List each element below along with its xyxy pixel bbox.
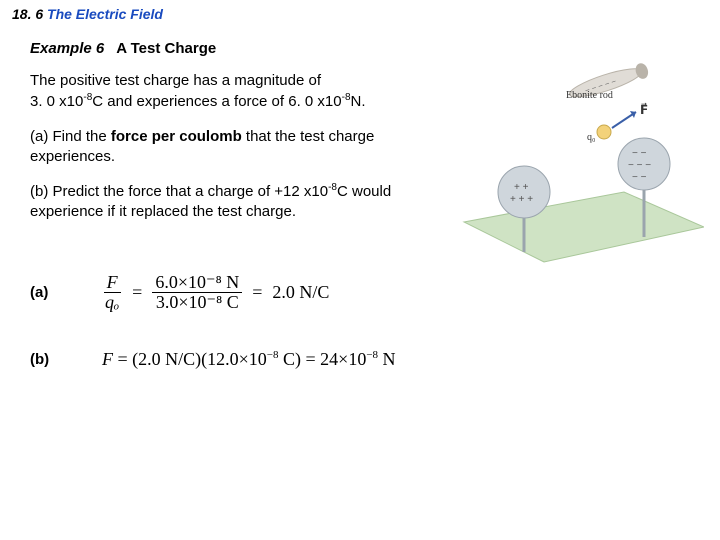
answer-row-b: (b) F = (2.0 N/C)(12.0×10−8 C) = 24×10−8… [30,349,696,370]
physics-illustration: + + + + + − − − − − − − − − − − − Ebonit… [454,52,704,272]
formula-a: F qₒ = 6.0×10⁻⁸ N 3.0×10⁻⁸ C = 2.0 N/C [102,273,329,314]
paragraph-3: (b) Predict the force that a charge of +… [30,181,430,223]
rhs-fraction: 6.0×10⁻⁸ N 3.0×10⁻⁸ C [152,273,242,314]
charge-label: q₀ [587,132,596,143]
force-label: F⃗ [640,102,648,117]
svg-text:− − −: − − − [628,160,651,171]
svg-text:+ +: + + [514,182,529,193]
svg-text:− −: − − [632,148,647,159]
section-title: The Electric Field [47,6,163,22]
rod-label: Ebonite rod [566,90,613,101]
formula-b: F = (2.0 N/C)(12.0×10−8 C) = 24×10−8 N [102,349,396,370]
section-header: 18. 6 The Electric Field [0,0,720,26]
svg-text:− −: − − [632,172,647,183]
svg-text:+ + +: + + + [510,194,533,205]
answers-block: (a) F qₒ = 6.0×10⁻⁸ N 3.0×10⁻⁸ C = 2.0 N… [30,273,696,371]
formula-a-result: 2.0 N/C [272,282,329,303]
paragraph-2: (a) Find the force per coulomb that the … [30,127,430,168]
paragraph-1: The positive test charge has a magnitude… [30,71,430,113]
answer-b-label: (b) [30,351,102,368]
answer-a-label: (a) [30,284,102,301]
section-number: 18. 6 [12,6,43,22]
example-label: Example 6 [30,40,104,57]
answer-row-a: (a) F qₒ = 6.0×10⁻⁸ N 3.0×10⁻⁸ C = 2.0 N… [30,273,696,314]
lhs-fraction: F qₒ [102,273,122,314]
example-title-text: A Test Charge [116,40,216,57]
